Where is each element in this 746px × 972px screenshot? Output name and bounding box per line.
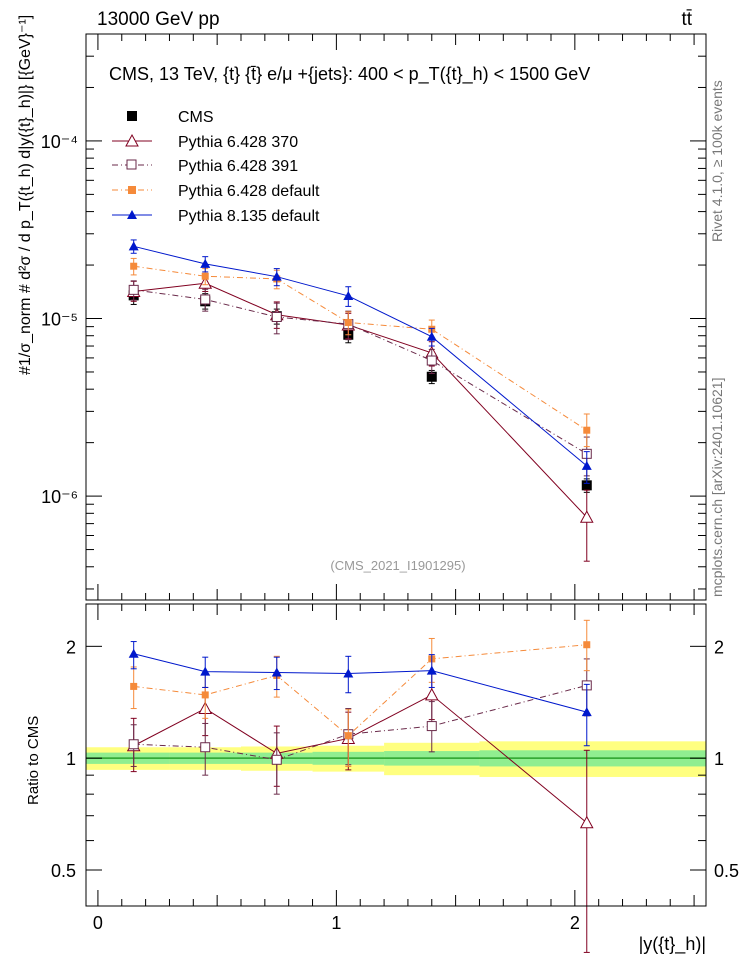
ratio-line-pythia-6-428-default bbox=[133, 644, 587, 737]
legend-entry-cms: CMS bbox=[127, 109, 214, 126]
main-series-pythia-6-428-default bbox=[130, 257, 591, 448]
ratio-point-pythia-6-428-default bbox=[201, 691, 209, 699]
legend-marker-pythia-8135-default bbox=[127, 210, 137, 219]
ratio-point-pythia-6-428-default bbox=[344, 732, 352, 740]
legend-entry-pythia-6428-391: Pythia 6.428 391 bbox=[112, 158, 298, 175]
main-point-pythia-8-135-default bbox=[200, 258, 211, 268]
ratio-panel-frame bbox=[85, 603, 707, 907]
rivet-label: Rivet 4.1.0, ≥ 100k events bbox=[709, 80, 725, 242]
main-point-pythia-8-135-default bbox=[128, 241, 139, 251]
main-point-pythia-6-428-default bbox=[201, 272, 209, 280]
legend-marker-pythia-6428-default bbox=[128, 186, 136, 194]
ratio-point-pythia-6-428-391 bbox=[128, 739, 139, 750]
main-y-axis-title: #1/σ_norm # d²σ / d p_T({t_h) d|y({t}_h)… bbox=[17, 15, 34, 375]
main-point-cms bbox=[426, 371, 437, 382]
ratio-line-pythia-8-135-default bbox=[133, 653, 587, 713]
x-tick-label: 1 bbox=[331, 913, 341, 933]
analysis-watermark: (CMS_2021_I1901295) bbox=[330, 558, 465, 573]
legend: CMS Pythia 6.428 370 Pythia 6.428 391 Py… bbox=[112, 109, 320, 225]
main-point-pythia-8-135-default bbox=[343, 290, 354, 300]
main-point-pythia-6-428-default bbox=[344, 318, 352, 326]
ratio-uncertainty-bands bbox=[86, 741, 706, 777]
ratio-y-tick-label-left: 1 bbox=[66, 749, 76, 769]
ratio-point-pythia-6-428-default bbox=[583, 641, 591, 649]
main-y-tick-label: 10⁻⁴ bbox=[41, 132, 78, 152]
ratio-y-tick-label-left: 0.5 bbox=[51, 861, 76, 881]
main-series-cms bbox=[128, 286, 592, 493]
main-series-pythia-6-428-370 bbox=[126, 274, 594, 562]
ratio-point-pythia-6-428-391 bbox=[200, 742, 211, 753]
ratio-point-pythia-6-428-370 bbox=[579, 815, 594, 829]
legend-label-cms: CMS bbox=[178, 109, 214, 126]
main-line-pythia-8-135-default bbox=[133, 245, 588, 467]
header-left: 13000 GeV pp bbox=[97, 9, 220, 30]
main-line-pythia-6-428-370 bbox=[133, 282, 588, 518]
legend-entry-pythia-6428-default: Pythia 6.428 default bbox=[112, 183, 320, 200]
ratio-y-tick-label-right: 2 bbox=[714, 637, 724, 657]
ratio-point-pythia-6-428-370 bbox=[424, 687, 439, 701]
main-point-pythia-6-428-391 bbox=[271, 311, 282, 322]
ratio-series-pythia-6-428-370 bbox=[126, 672, 594, 953]
mcplots-label: mcplots.cern.ch [arXiv:2401.10621] bbox=[709, 378, 725, 597]
main-point-pythia-6-428-391 bbox=[426, 355, 437, 366]
legend-label-pythia-6428-391: Pythia 6.428 391 bbox=[178, 158, 298, 175]
ratio-y-tick-label-right: 1 bbox=[714, 749, 724, 769]
ratio-point-pythia-8-135-default bbox=[271, 667, 282, 677]
legend-label-pythia-6428-370: Pythia 6.428 370 bbox=[178, 134, 298, 151]
main-series-pythia-8-135-default bbox=[128, 239, 592, 484]
main-point-pythia-6-428-391 bbox=[200, 294, 211, 305]
main-point-pythia-8-135-default bbox=[581, 460, 592, 470]
ratio-series-pythia-8-135-default bbox=[128, 641, 592, 747]
ratio-point-pythia-8-135-default bbox=[581, 707, 592, 717]
legend-entry-pythia-8135-default: Pythia 8.135 default bbox=[112, 208, 320, 225]
x-axis-title: |y({t}_h)| bbox=[639, 934, 706, 955]
ratio-line-pythia-6-428-370 bbox=[133, 694, 588, 824]
header-right: tt̄ bbox=[681, 9, 692, 30]
legend-label-pythia-8135-default: Pythia 8.135 default bbox=[178, 208, 320, 225]
ratio-point-pythia-8-135-default bbox=[128, 648, 139, 658]
legend-marker-pythia-6428-370 bbox=[125, 133, 139, 147]
main-y-tick-label: 10⁻⁶ bbox=[41, 487, 78, 507]
main-line-pythia-6-428-391 bbox=[133, 289, 588, 455]
main-series-pythia-6-428-391 bbox=[128, 280, 592, 477]
main-point-pythia-6-428-370 bbox=[579, 510, 594, 523]
chart-title: CMS, 13 TeV, {t} {t̄} e/μ +{jets}: 400 <… bbox=[109, 64, 590, 85]
ratio-y-tick-label-left: 2 bbox=[66, 637, 76, 657]
x-tick-label: 0 bbox=[93, 913, 103, 933]
main-panel-frame bbox=[85, 33, 707, 601]
main-line-pythia-6-428-default bbox=[133, 265, 588, 431]
main-point-pythia-6-428-default bbox=[583, 426, 591, 434]
ratio-point-pythia-8-135-default bbox=[426, 665, 437, 675]
x-tick-label: 2 bbox=[570, 913, 580, 933]
legend-entry-pythia-6428-370: Pythia 6.428 370 bbox=[112, 133, 298, 151]
ratio-point-pythia-8-135-default bbox=[343, 668, 354, 678]
main-point-pythia-8-135-default bbox=[426, 331, 437, 341]
legend-marker-pythia-6428-391 bbox=[126, 159, 137, 170]
ratio-point-pythia-8-135-default bbox=[200, 666, 211, 676]
main-y-tick-label: 10⁻⁵ bbox=[41, 310, 78, 330]
ratio-y-tick-label-right: 0.5 bbox=[714, 861, 739, 881]
main-point-cms bbox=[581, 480, 592, 491]
main-point-pythia-6-428-391 bbox=[128, 284, 139, 295]
ratio-point-pythia-6-428-391 bbox=[426, 721, 437, 732]
ratio-point-pythia-6-428-391 bbox=[271, 754, 282, 765]
ratio-point-pythia-6-428-default bbox=[130, 682, 138, 690]
ratio-line-pythia-6-428-391 bbox=[133, 684, 587, 761]
legend-marker-cms bbox=[127, 111, 137, 121]
main-point-pythia-8-135-default bbox=[271, 271, 282, 281]
main-point-pythia-6-428-default bbox=[130, 262, 138, 270]
legend-label-pythia-6428-default: Pythia 6.428 default bbox=[178, 183, 320, 200]
ratio-y-axis-title: Ratio to CMS bbox=[25, 716, 42, 805]
